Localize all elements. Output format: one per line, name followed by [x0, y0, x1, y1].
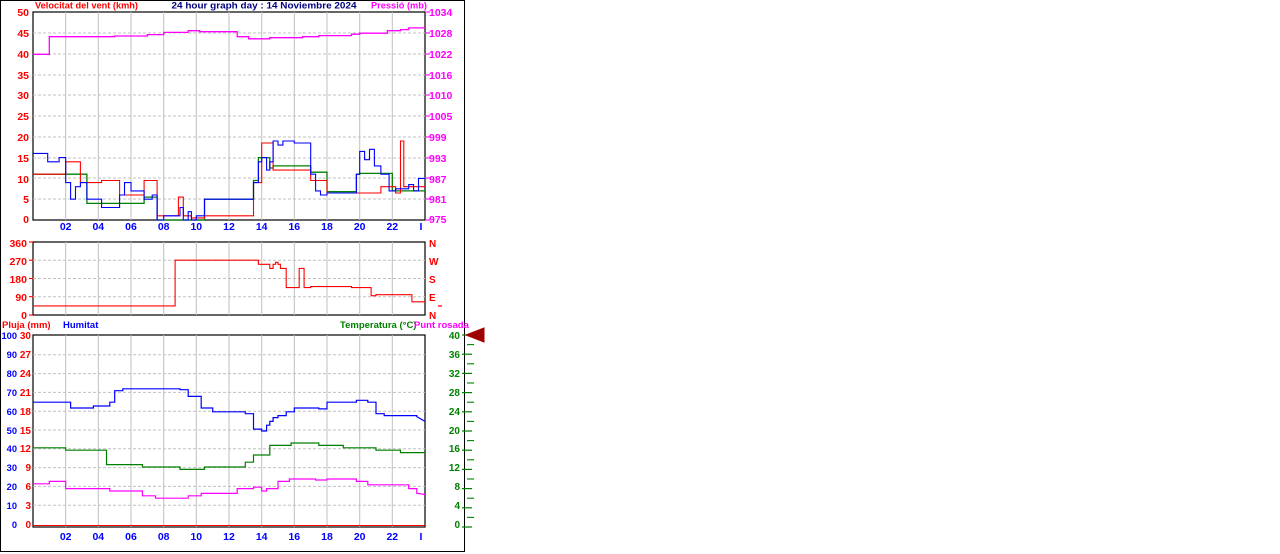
svg-text:0: 0: [12, 520, 17, 530]
svg-text:50: 50: [17, 7, 29, 19]
svg-text:20: 20: [449, 426, 461, 437]
svg-text:0: 0: [23, 214, 29, 226]
svg-text:360: 360: [9, 238, 27, 250]
svg-text:36: 36: [449, 350, 461, 361]
svg-text:80: 80: [7, 369, 17, 379]
svg-text:987: 987: [429, 174, 447, 186]
svg-text:40: 40: [7, 444, 17, 454]
svg-text:16: 16: [288, 221, 300, 233]
svg-text:21: 21: [20, 388, 32, 399]
svg-text:993: 993: [429, 153, 447, 165]
svg-text:999: 999: [429, 132, 447, 144]
svg-text:14: 14: [256, 221, 268, 233]
svg-text:0: 0: [25, 520, 31, 531]
svg-text:Pluja (mm): Pluja (mm): [2, 320, 51, 331]
svg-text:Temperatura (°C): Temperatura (°C): [340, 320, 416, 331]
svg-text:50: 50: [7, 426, 17, 436]
svg-text:S: S: [429, 275, 436, 286]
svg-text:27: 27: [20, 350, 32, 361]
svg-text:5: 5: [23, 194, 29, 206]
svg-text:981: 981: [429, 194, 447, 206]
svg-text:60: 60: [7, 407, 17, 417]
svg-text:18: 18: [321, 531, 333, 543]
svg-text:35: 35: [17, 70, 29, 82]
svg-text:40: 40: [17, 49, 29, 61]
svg-text:20: 20: [7, 482, 17, 492]
svg-text:10: 10: [190, 221, 202, 233]
svg-text:40: 40: [449, 331, 461, 342]
svg-text:08: 08: [158, 531, 170, 543]
svg-text:4: 4: [454, 501, 460, 512]
svg-text:975: 975: [429, 214, 447, 226]
svg-text:24: 24: [449, 407, 461, 418]
svg-text:22: 22: [386, 531, 398, 543]
svg-text:06: 06: [125, 221, 137, 233]
svg-text:90: 90: [7, 350, 17, 360]
svg-text:22: 22: [386, 221, 398, 233]
svg-text:16: 16: [288, 531, 300, 543]
svg-text:15: 15: [17, 153, 29, 165]
svg-text:Velocitat del vent (kmh): Velocitat del vent (kmh): [35, 1, 138, 12]
svg-text:180: 180: [9, 274, 27, 286]
svg-text:12: 12: [20, 444, 32, 455]
svg-text:14: 14: [256, 531, 268, 543]
svg-text:30: 30: [20, 331, 32, 342]
svg-text:9: 9: [25, 463, 31, 474]
svg-text:25: 25: [17, 111, 29, 123]
svg-text:I: I: [420, 221, 423, 233]
svg-text:3: 3: [25, 501, 31, 512]
svg-text:W: W: [429, 257, 439, 268]
svg-text:100: 100: [1, 331, 17, 341]
svg-text:1034: 1034: [429, 7, 453, 19]
svg-text:24: 24: [20, 369, 32, 380]
svg-text:0: 0: [454, 520, 460, 531]
svg-text:18: 18: [321, 221, 333, 233]
svg-text:30: 30: [7, 463, 17, 473]
svg-text:20: 20: [354, 531, 366, 543]
svg-text:08: 08: [158, 221, 170, 233]
svg-text:45: 45: [17, 28, 29, 40]
svg-text:Punt rosada: Punt rosada: [414, 320, 470, 331]
svg-text:24 hour graph day : 14 Noviemb: 24 hour graph day : 14 Noviembre 2024: [172, 1, 358, 12]
svg-text:12: 12: [223, 531, 235, 543]
svg-text:20: 20: [354, 221, 366, 233]
svg-text:10: 10: [17, 174, 29, 186]
svg-text:90: 90: [15, 292, 27, 304]
svg-text:28: 28: [449, 388, 461, 399]
svg-text:N: N: [429, 239, 436, 250]
svg-text:10: 10: [7, 501, 17, 511]
svg-text:Humitat: Humitat: [63, 320, 99, 331]
svg-text:8: 8: [454, 482, 460, 493]
svg-text:06: 06: [125, 531, 137, 543]
svg-text:32: 32: [449, 369, 461, 380]
svg-text:16: 16: [449, 444, 461, 455]
svg-text:12: 12: [223, 221, 235, 233]
svg-text:70: 70: [7, 388, 17, 398]
svg-text:6: 6: [25, 482, 31, 493]
svg-text:20: 20: [17, 132, 29, 144]
svg-text:30: 30: [17, 90, 29, 102]
svg-text:1016: 1016: [429, 70, 453, 82]
svg-text:Pressió (mb): Pressió (mb): [371, 1, 427, 12]
svg-text:1010: 1010: [429, 90, 453, 102]
svg-text:12: 12: [449, 463, 461, 474]
svg-text:1028: 1028: [429, 28, 453, 40]
svg-text:02: 02: [60, 531, 72, 543]
svg-text:18: 18: [20, 407, 32, 418]
svg-text:10: 10: [190, 531, 202, 543]
svg-text:270: 270: [9, 256, 27, 268]
svg-text:1005: 1005: [429, 111, 453, 123]
svg-text:I: I: [420, 531, 423, 543]
svg-text:04: 04: [92, 221, 104, 233]
svg-text:E: E: [429, 293, 436, 304]
svg-text:1022: 1022: [429, 49, 453, 61]
svg-text:15: 15: [20, 426, 32, 437]
svg-text:02: 02: [60, 221, 72, 233]
svg-text:04: 04: [92, 531, 104, 543]
